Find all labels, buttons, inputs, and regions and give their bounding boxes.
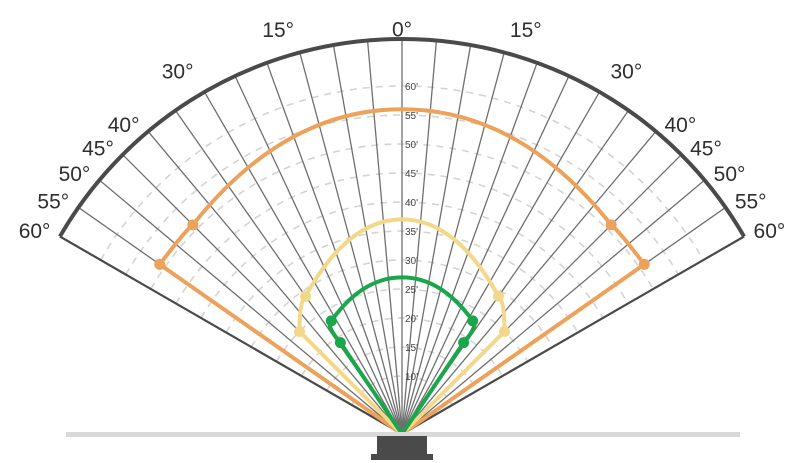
distance-label: 45' — [405, 169, 418, 180]
coverage-marker-3-4 — [458, 337, 470, 349]
angle-label: 55° — [37, 191, 69, 214]
spoke--40 — [147, 130, 403, 435]
angle-label: 55° — [735, 191, 767, 214]
angle-label: 45° — [82, 137, 114, 160]
sensor-base-layer — [66, 432, 740, 460]
coverage-marker-1-2 — [187, 219, 199, 231]
angle-label: 30° — [611, 60, 643, 83]
angle-label: 60° — [754, 220, 786, 243]
spoke-10 — [401, 44, 472, 435]
spoke-50 — [401, 179, 706, 435]
angle-label: 40° — [108, 114, 140, 137]
series-layer — [154, 107, 650, 436]
angle-label: 40° — [664, 114, 696, 137]
angle-label: 30° — [162, 60, 194, 83]
coverage-marker-3-3 — [467, 315, 479, 327]
sensor-mount — [371, 454, 433, 460]
spoke--15 — [299, 52, 403, 435]
distance-label: 15' — [405, 343, 418, 354]
distance-label: 60' — [405, 82, 418, 93]
coverage-marker-2-3 — [492, 290, 504, 302]
spoke--25 — [234, 75, 403, 435]
sensor-body — [377, 436, 427, 454]
spoke-30 — [401, 91, 601, 435]
distance-labels-layer: 10' 15' 20' 25' 30' 35' 40' 45' 50' 55' 60' — [405, 82, 418, 383]
coverage-marker-2-1 — [293, 325, 305, 337]
coverage-marker-2-4 — [499, 325, 511, 337]
angle-label: 45° — [690, 137, 722, 160]
spoke--10 — [332, 44, 403, 435]
coverage-marker-1-4 — [638, 258, 650, 270]
mounting-surface — [66, 432, 740, 437]
spoke-40 — [401, 130, 657, 435]
frame-edge-right — [401, 235, 745, 435]
spoke--5 — [366, 40, 403, 435]
spoke-20 — [401, 62, 538, 435]
angle-label: 50° — [714, 163, 746, 186]
spoke--30 — [203, 91, 403, 435]
distance-ring-25 — [275, 288, 529, 362]
distance-label: 35' — [405, 227, 418, 238]
angle-label: 15° — [262, 19, 294, 42]
distance-label: 40' — [405, 198, 418, 209]
spoke--20 — [266, 62, 403, 435]
distance-label: 25' — [405, 285, 418, 296]
spoke-15 — [401, 52, 505, 435]
spoke-25 — [401, 75, 570, 435]
distance-label: 50' — [405, 140, 418, 151]
coverage-marker-2-2 — [300, 290, 312, 302]
distance-label: 55' — [405, 111, 418, 122]
angle-label: 60° — [19, 220, 51, 243]
spoke-5 — [401, 40, 438, 435]
frame-edge-left — [59, 235, 403, 435]
spokes-layer — [78, 39, 726, 435]
frame-layer — [58, 37, 746, 435]
distance-label: 30' — [405, 256, 418, 267]
coverage-marker-3-1 — [334, 337, 346, 349]
angle-label: 50° — [59, 163, 91, 186]
distance-label: 10' — [405, 372, 418, 383]
angle-label: 15° — [510, 19, 542, 42]
coverage-marker-1-3 — [605, 219, 617, 231]
frame-arc — [58, 37, 746, 238]
angle-labels-layer: 60°55°50°45°40°30°15° 0° 15°30°40°45°50°55… — [19, 19, 786, 244]
coverage-marker-1-1 — [154, 258, 166, 270]
distance-label: 20' — [405, 314, 418, 325]
coverage-marker-3-2 — [325, 315, 337, 327]
angle-label: 0° — [392, 19, 412, 42]
spoke--50 — [98, 179, 403, 435]
